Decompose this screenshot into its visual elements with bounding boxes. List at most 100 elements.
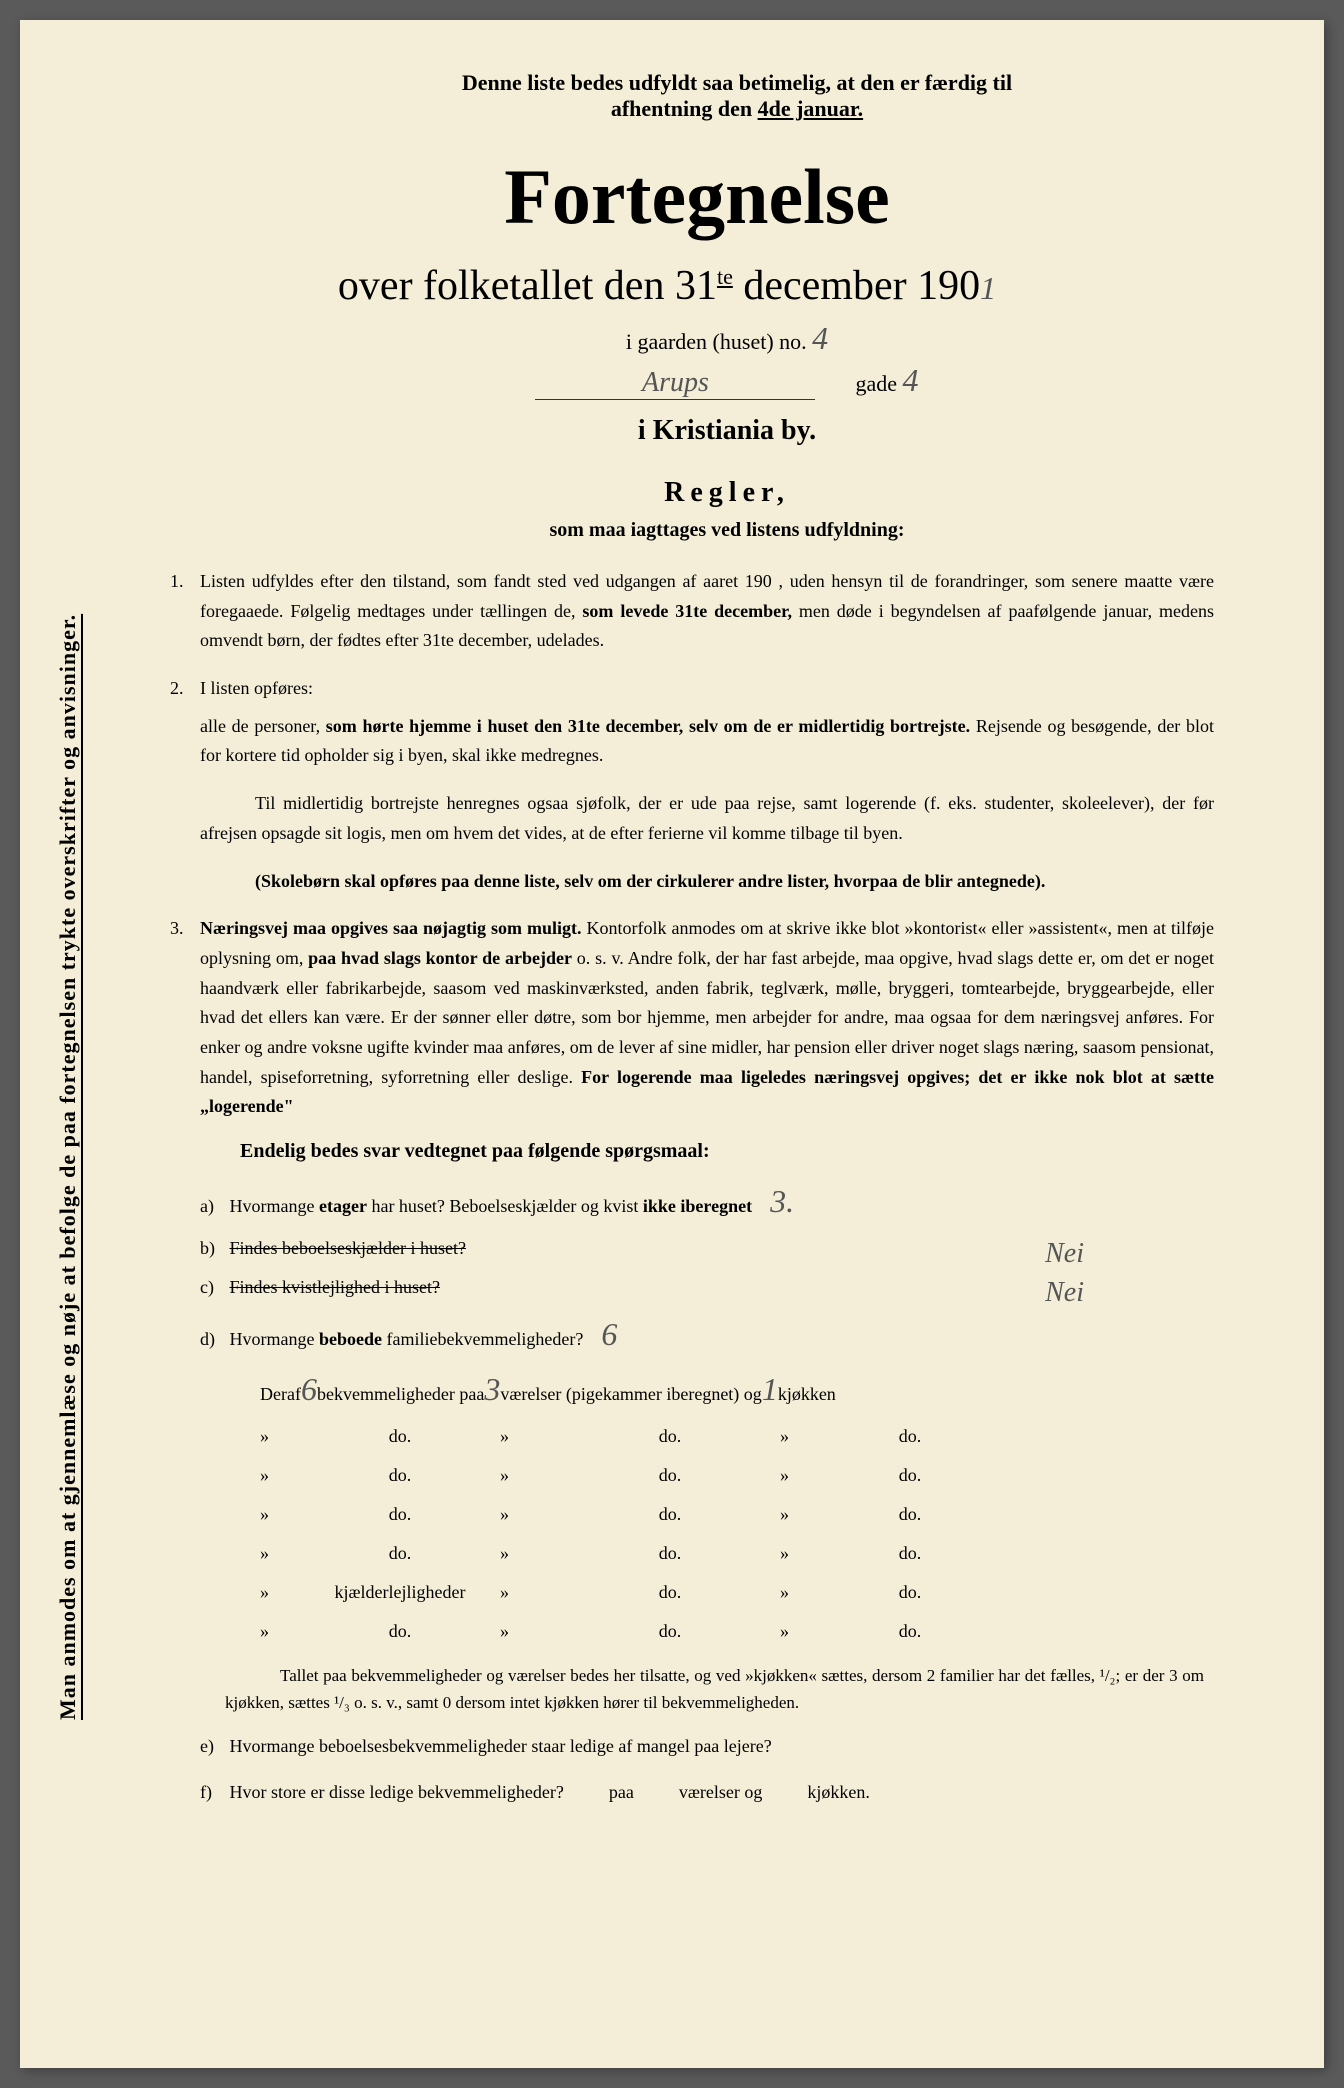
- apt-text2: værelser (pigekammer iberegnet) og: [500, 1384, 761, 1405]
- vertical-text-content: Man anmodes om at gjennemlæse og nøje at…: [55, 614, 80, 1720]
- apt-cell: »: [260, 1504, 300, 1525]
- apt-cell: »: [780, 1426, 840, 1447]
- city-line: i Kristiania by.: [220, 415, 1234, 447]
- apt-cell: do.: [840, 1621, 980, 1642]
- apt-cell: do.: [840, 1582, 980, 1603]
- qd-bold: beboede: [319, 1329, 382, 1349]
- qa-text2: har huset? Beboelseskjælder og kvist: [367, 1196, 643, 1216]
- apt-cell: »: [500, 1465, 560, 1486]
- apt-cell: »: [260, 1582, 300, 1603]
- rules-title: Regler,: [220, 477, 1234, 509]
- apt-cell: do.: [840, 1426, 980, 1447]
- apt-cell: do.: [300, 1465, 500, 1486]
- rule1-number: 1.: [170, 567, 184, 597]
- apt-num2: 3: [484, 1371, 500, 1408]
- rule2-bold: som hørte hjemme i huset den 31te decemb…: [326, 716, 970, 736]
- house-line: i gaarden (huset) no. 4: [220, 320, 1234, 357]
- apt-cell: »: [500, 1504, 560, 1525]
- apt-cell: »: [260, 1465, 300, 1486]
- subtitle-sup: te: [717, 264, 733, 289]
- rule2-para3: (Skolebørn skal opføres paa denne liste,…: [170, 867, 1214, 897]
- house-label: i gaarden (huset) no.: [626, 329, 807, 354]
- apartment-row: » do. » do. » do.: [260, 1504, 1234, 1525]
- apt-cell: do.: [300, 1621, 500, 1642]
- apartment-row: » do. » do. » do.: [260, 1621, 1234, 1642]
- street-line: Arups gade 4: [220, 362, 1234, 400]
- apt-cell: »: [500, 1426, 560, 1447]
- rule2-para3-text: (Skolebørn skal opføres paa denne liste,…: [255, 871, 1045, 891]
- apt-cell: »: [260, 1543, 300, 1564]
- qa-text1: Hvormange: [230, 1196, 319, 1216]
- apt-cell: »: [500, 1582, 560, 1603]
- rule1-bold: som levede 31te december,: [582, 601, 792, 621]
- apt-text1: bekvemmeligheder paa: [317, 1384, 484, 1405]
- qf-text1: Hvor store er disse ledige bekvemmelighe…: [230, 1782, 564, 1802]
- qf-letter: f): [200, 1782, 225, 1803]
- rule2-prefix: alle de personer,: [200, 716, 326, 736]
- apt-cell: »: [500, 1543, 560, 1564]
- apt-cell: do.: [560, 1504, 780, 1525]
- subtitle-suffix: december 190: [733, 263, 980, 309]
- vertical-instruction: Man anmodes om at gjennemlæse og nøje at…: [55, 614, 81, 1720]
- apt-cell: do.: [560, 1426, 780, 1447]
- street-number-hand: 4: [903, 362, 919, 398]
- pickup-line2-prefix: afhentning den: [611, 96, 758, 121]
- question-d: d) Hvormange beboede familiebekvemmeligh…: [200, 1316, 1234, 1353]
- question-b: b) Findes beboelseskjælder i huset? Nei: [200, 1238, 1234, 1259]
- apt-cell: »: [260, 1426, 300, 1447]
- apt-cell: »: [500, 1621, 560, 1642]
- apt-prefix: Deraf: [260, 1384, 301, 1405]
- qe-letter: e): [200, 1736, 225, 1757]
- apt-cell: do.: [840, 1543, 980, 1564]
- apt-cell: do.: [300, 1543, 500, 1564]
- qf-text3: værelser og: [679, 1782, 762, 1802]
- apt-num3: 1: [762, 1371, 778, 1408]
- rule2-para2-text: Til midlertidig bortrejste henregnes ogs…: [200, 793, 1214, 843]
- question-e: e) Hvormange beboelsesbekvemmeligheder s…: [200, 1736, 1234, 1757]
- qa-answer: 3.: [770, 1183, 794, 1219]
- apt-cell: »: [780, 1621, 840, 1642]
- pickup-date: 4de januar.: [758, 96, 864, 121]
- apartment-row: » kjælderlejligheder » do. » do.: [260, 1582, 1234, 1603]
- apt-text3: kjøkken: [778, 1384, 836, 1405]
- qc-letter: c): [200, 1277, 225, 1298]
- bottom-note: Tallet paa bekvemmeligheder og værelser …: [225, 1662, 1204, 1716]
- qb-answer: Nei: [1045, 1238, 1084, 1270]
- apartment-row: » do. » do. » do.: [260, 1465, 1234, 1486]
- rule-1: 1. Listen udfyldes efter den tilstand, s…: [170, 567, 1214, 656]
- house-number: 4: [812, 320, 828, 356]
- apt-cell: »: [780, 1465, 840, 1486]
- apt-cell: »: [780, 1504, 840, 1525]
- apt-cell: do.: [300, 1426, 500, 1447]
- rule-3: 3. Næringsvej maa opgives saa nøjagtig s…: [170, 914, 1214, 1122]
- rule2-intro: I listen opføres:: [200, 678, 313, 698]
- apt-cell: kjælderlejligheder: [300, 1582, 500, 1603]
- qc-text: Findes kvistlejlighed i huset?: [230, 1277, 440, 1297]
- apt-cell: do.: [560, 1543, 780, 1564]
- street-name: Arups: [535, 367, 815, 400]
- qa-bold: etager: [319, 1196, 367, 1216]
- pickup-notice: Denne liste bedes udfyldt saa betimelig,…: [240, 70, 1234, 122]
- pickup-line1: Denne liste bedes udfyldt saa betimelig,…: [462, 70, 1012, 95]
- apt-cell: »: [780, 1582, 840, 1603]
- question-a: a) Hvormange etager har huset? Beboelses…: [200, 1183, 1234, 1220]
- apartment-row: » do. » do. » do.: [260, 1426, 1234, 1447]
- rules-subtitle: som maa iagttages ved listens udfyldning…: [220, 519, 1234, 542]
- apartment-table: Deraf 6 bekvemmeligheder paa 3 værelser …: [260, 1371, 1234, 1642]
- qc-answer: Nei: [1045, 1277, 1084, 1309]
- qf-text2: paa: [609, 1782, 634, 1802]
- qd-letter: d): [200, 1329, 225, 1350]
- rule3-bold2: paa hvad slags kontor de arbejder: [308, 948, 572, 968]
- apt-cell: »: [260, 1621, 300, 1642]
- rule2-body: alle de personer, som hørte hjemme i hus…: [170, 712, 1214, 771]
- qb-text: Findes beboelseskjælder i huset?: [230, 1238, 466, 1258]
- main-title: Fortegnelse: [160, 152, 1234, 242]
- apt-cell: do.: [840, 1465, 980, 1486]
- qe-text: Hvormange beboelsesbekvemmeligheder staa…: [230, 1736, 772, 1756]
- qd-text2: familiebekvemmeligheder?: [382, 1329, 583, 1349]
- document-page: Man anmodes om at gjennemlæse og nøje at…: [20, 20, 1324, 2068]
- subtitle-prefix: over folketallet den 31: [338, 263, 717, 309]
- subtitle: over folketallet den 31te december 1901: [100, 262, 1234, 310]
- rule-2: 2. I listen opføres:: [170, 674, 1214, 704]
- apt-cell: do.: [300, 1504, 500, 1525]
